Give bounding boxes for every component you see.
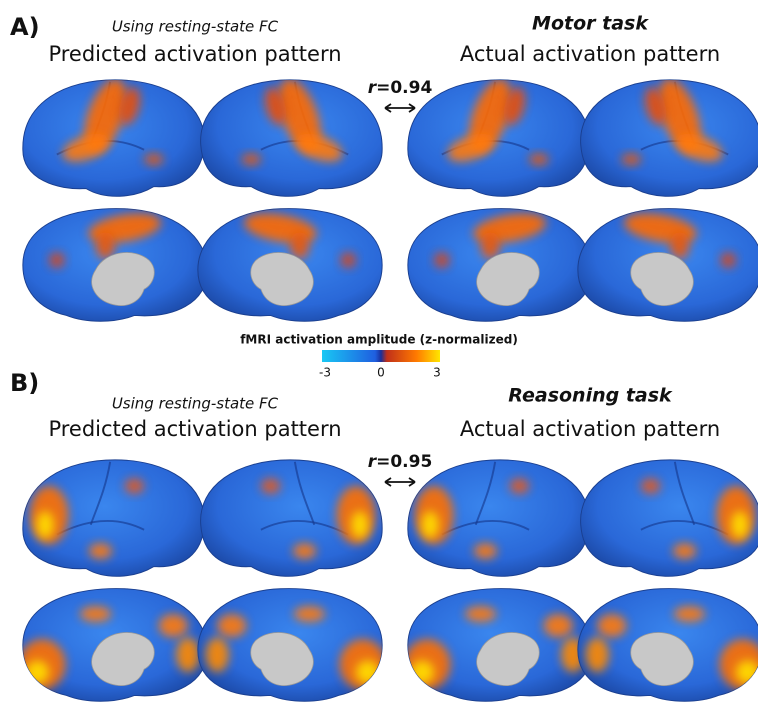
activation-blob <box>510 478 529 494</box>
figure: A) Using resting-state FC Predicted acti… <box>0 0 758 705</box>
correlation: r=0.95 <box>368 452 433 472</box>
activation-blob <box>421 511 438 538</box>
activation-blob <box>80 606 111 622</box>
activation-blob <box>49 252 65 268</box>
activation-blob <box>731 511 748 538</box>
brain <box>408 73 590 196</box>
task: Motor task <box>532 13 649 35</box>
activation-blob <box>217 614 246 637</box>
activation-blob <box>641 478 660 494</box>
activation-blob <box>125 478 144 494</box>
activation-blob <box>474 543 497 559</box>
activation-blob <box>176 637 199 672</box>
corr-equals: = <box>376 78 390 98</box>
activation-blob <box>206 637 229 672</box>
brain <box>404 589 592 702</box>
colorbar-tick: 3 <box>433 366 441 380</box>
brain <box>578 208 758 321</box>
brain <box>23 460 205 576</box>
colorbar-title: fMRI activation amplitude (z-normalized) <box>240 333 518 347</box>
activation-blob <box>144 154 163 166</box>
activation-blob <box>261 478 280 494</box>
corr-value: 0.94 <box>390 78 432 98</box>
activation-blob <box>674 606 705 622</box>
activation-blob <box>351 511 368 538</box>
activation-blob <box>411 661 434 684</box>
colorbar-tick: -3 <box>319 366 331 380</box>
activation-blob <box>544 614 573 637</box>
heading: Predicted activation pattern <box>48 417 341 441</box>
activation-blob <box>529 154 548 166</box>
method: Using resting-state FC <box>112 395 279 413</box>
colorbar <box>322 350 440 362</box>
method: Using resting-state FC <box>112 18 279 36</box>
colorbar-tick: 0 <box>377 366 385 380</box>
brain <box>408 460 590 576</box>
activation-blob <box>586 637 609 672</box>
heading: Predicted activation pattern <box>48 42 341 66</box>
panel-label: A) <box>10 13 40 41</box>
brain <box>23 208 207 321</box>
brain <box>201 460 383 576</box>
panel-label: B) <box>10 369 39 397</box>
activation-blob <box>622 154 641 166</box>
arrow <box>385 104 415 112</box>
activation-blob <box>294 606 325 622</box>
brain <box>578 589 758 702</box>
activation-blob <box>720 252 736 268</box>
activation-blob <box>242 154 261 166</box>
brain <box>581 73 758 196</box>
activation-blob <box>434 252 450 268</box>
activation-blob <box>159 614 188 637</box>
brain <box>581 460 758 576</box>
task: Reasoning task <box>508 385 673 407</box>
activation-blob <box>340 252 356 268</box>
corr-equals: = <box>376 452 390 472</box>
activation-blob <box>293 543 316 559</box>
brain <box>23 73 205 196</box>
activation-blob <box>36 511 53 538</box>
arrow <box>385 478 415 486</box>
brain <box>201 73 383 196</box>
corr-value: 0.95 <box>390 452 432 472</box>
brain <box>19 589 207 702</box>
activation-blob <box>673 543 696 559</box>
brain <box>408 208 592 321</box>
activation-blob <box>465 606 496 622</box>
activation-blob <box>597 614 626 637</box>
brain <box>198 208 382 321</box>
heading: Actual activation pattern <box>460 42 720 66</box>
correlation: r=0.94 <box>368 78 433 98</box>
heading: Actual activation pattern <box>460 417 720 441</box>
activation-blob <box>356 661 379 684</box>
activation-blob <box>26 661 49 684</box>
brain <box>198 589 386 702</box>
activation-blob <box>89 543 112 559</box>
